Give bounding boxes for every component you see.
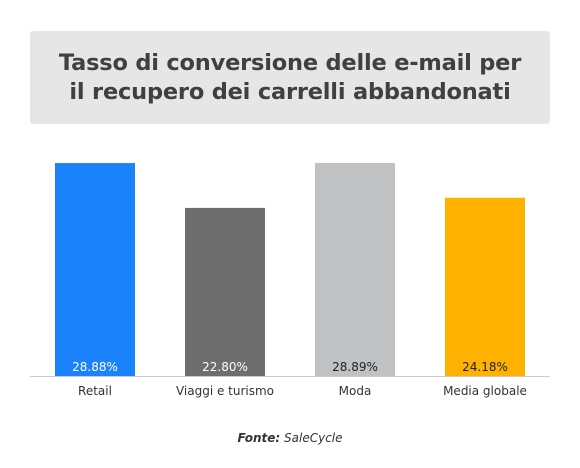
x-tick-label: Moda (339, 384, 372, 398)
chart-title-line-2: il recupero dei carrelli abbandonati (69, 78, 511, 105)
chart-title: Tasso di conversione delle e-mail per il… (58, 49, 522, 107)
source-label: Fonte: (237, 431, 281, 445)
x-tick-label: Viaggi e turismo (176, 384, 274, 398)
source-note: Fonte: SaleCycle (0, 431, 580, 445)
bar-media-globale (445, 197, 525, 376)
chart-title-line-1: Tasso di conversione delle e-mail per (58, 49, 522, 76)
bar-moda (315, 163, 395, 376)
bar-value-label: 28.88% (72, 360, 118, 374)
bar-chart: 28.88% Retail 22.80% Viaggi e turismo 28.89%… (30, 163, 550, 398)
source-value: SaleCycle (284, 431, 343, 445)
bar-viaggi-e-turismo (185, 207, 265, 376)
labels-layer: 28.88% Retail 22.80% Viaggi e turismo 28.89%… (72, 360, 527, 398)
x-tick-label: Media globale (443, 384, 527, 398)
bar-value-label: 28.89% (332, 360, 378, 374)
bar-value-label: 24.18% (462, 360, 508, 374)
bar-value-label: 22.80% (202, 360, 248, 374)
x-tick-label: Retail (78, 384, 112, 398)
bar-retail (55, 163, 135, 376)
bars-layer (55, 163, 525, 376)
chart-title-box: Tasso di conversione delle e-mail per il… (30, 31, 550, 124)
